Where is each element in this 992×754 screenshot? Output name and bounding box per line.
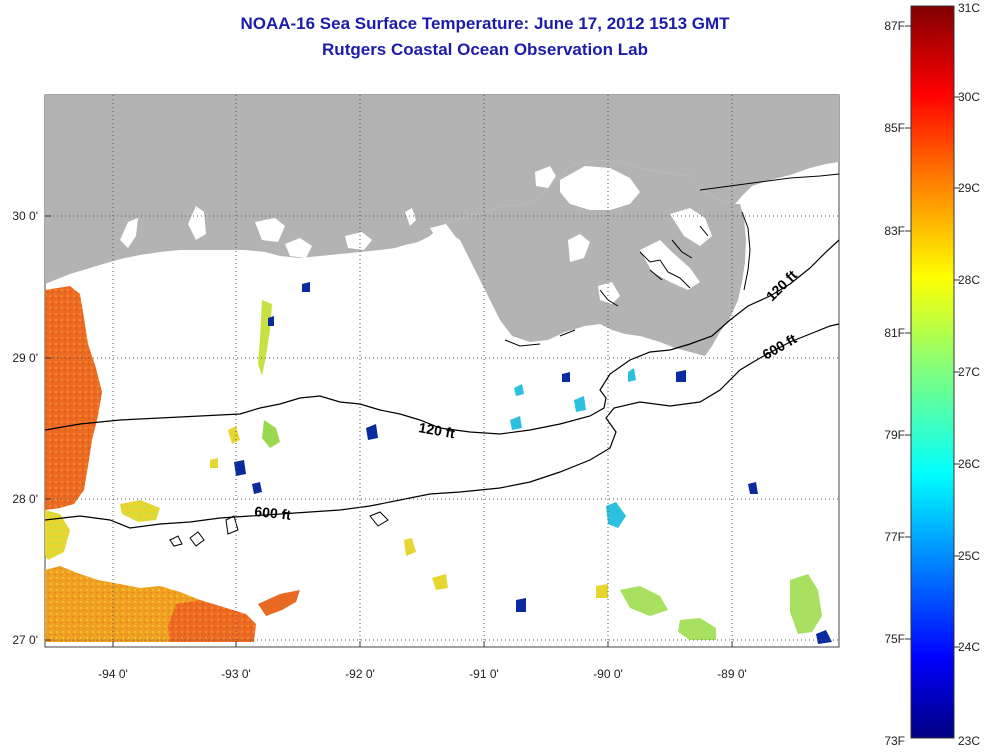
sst-green-streak-2 bbox=[262, 420, 280, 448]
sst-yellow-south bbox=[45, 510, 70, 560]
marsh-ponds-4 bbox=[598, 282, 620, 304]
colorbar-c-label: 28C bbox=[958, 273, 980, 287]
colorbar-f-label: 79F bbox=[884, 428, 905, 442]
lon-tick-label: -90 0' bbox=[593, 667, 623, 681]
graticule bbox=[45, 95, 839, 647]
coast-far-east bbox=[699, 173, 840, 191]
sst-blue-dots bbox=[234, 282, 832, 644]
contour-label-120-west: 120 ft bbox=[417, 419, 456, 441]
colorbar-f-label: 81F bbox=[884, 326, 905, 340]
delta-land bbox=[440, 160, 746, 356]
marsh-ponds-3 bbox=[405, 208, 416, 226]
map-subtitle: Rutgers Coastal Ocean Observation Lab bbox=[322, 40, 648, 59]
lake-calcasieu bbox=[255, 218, 285, 242]
lake-white bbox=[345, 232, 372, 250]
sst-yellow-patch bbox=[120, 500, 160, 522]
lon-tick-label: -94 0' bbox=[98, 667, 128, 681]
lake-grand bbox=[285, 238, 312, 258]
colorbar-f-label: 73F bbox=[884, 734, 905, 748]
contour-600ft bbox=[44, 323, 840, 529]
colorbar-f-label: 87F bbox=[884, 19, 905, 33]
colorbar-c-label: 24C bbox=[958, 640, 980, 654]
colorbar-c-label: 31C bbox=[958, 1, 980, 15]
colorbar-c-label: 30C bbox=[958, 90, 980, 104]
colorbar-ticks bbox=[905, 25, 960, 648]
frame-ticks bbox=[45, 215, 733, 647]
lat-tick-label: 28 0' bbox=[12, 492, 38, 506]
lon-tick-label: -93 0' bbox=[221, 667, 251, 681]
lat-tick-label: 27 0' bbox=[12, 633, 38, 647]
sst-green-east bbox=[620, 574, 822, 640]
colorbar-f-label: 83F bbox=[884, 224, 905, 238]
lake-vermilion bbox=[430, 224, 462, 252]
lake-west bbox=[120, 218, 138, 248]
marsh-ponds bbox=[640, 240, 700, 290]
colorbar-f-label: 85F bbox=[884, 121, 905, 135]
colorbar-f-label: 75F bbox=[884, 632, 905, 646]
contour-label-600-west: 600 ft bbox=[254, 503, 292, 523]
chandeleur-islands bbox=[741, 211, 751, 291]
colorbar-c-label: 26C bbox=[958, 457, 980, 471]
lake-salvador bbox=[568, 234, 590, 262]
lon-tick-label: -92 0' bbox=[345, 667, 375, 681]
marsh-ponds-2 bbox=[670, 208, 712, 246]
lat-tick-label: 30 0' bbox=[12, 209, 38, 223]
lake-sabine bbox=[188, 206, 206, 240]
lake-small-east bbox=[535, 166, 556, 188]
colorbar-f-label: 77F bbox=[884, 530, 905, 544]
lon-tick-label: -89 0' bbox=[717, 667, 747, 681]
colorbar bbox=[910, 5, 955, 739]
colorbar-c-label: 29C bbox=[958, 181, 980, 195]
contour-120ft-west bbox=[44, 239, 840, 435]
colorbar-c-label: 23C bbox=[958, 734, 980, 748]
bathy-features bbox=[169, 511, 389, 547]
lake-pontchartrain bbox=[560, 166, 640, 210]
lat-tick-label: 29 0' bbox=[12, 351, 38, 365]
lon-tick-label: -91 0' bbox=[469, 667, 499, 681]
colorbar-c-label: 27C bbox=[958, 365, 980, 379]
sst-warm-south bbox=[258, 590, 300, 616]
map-title: NOAA-16 Sea Surface Temperature: June 17… bbox=[240, 14, 730, 33]
colorbar-c-label: 25C bbox=[958, 549, 980, 563]
land-mass bbox=[45, 95, 839, 284]
sst-mid-south bbox=[168, 600, 256, 642]
sst-warm-west bbox=[45, 286, 102, 510]
